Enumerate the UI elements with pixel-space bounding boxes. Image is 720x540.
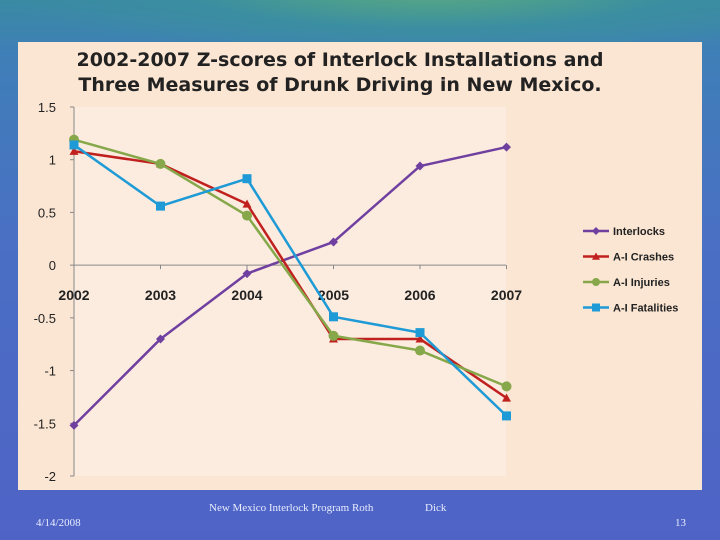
data-point-interlocks — [69, 420, 79, 430]
legend-label-a-i-crashes: A-I Crashes — [613, 252, 674, 264]
data-point-a-i-crashes — [242, 199, 252, 208]
data-point-interlocks — [502, 142, 511, 152]
data-point-interlocks — [415, 161, 425, 171]
chart-title-line-1: 2002-2007 Z-scores of Interlock Installa… — [76, 49, 604, 71]
footer-page-number: 13 — [675, 517, 686, 529]
footer-author: Dick — [425, 502, 447, 514]
legend-marker-interlocks — [592, 227, 600, 235]
data-point-a-i-injuries — [415, 345, 425, 356]
series-line-a-i-crashes — [73, 150, 508, 400]
data-point-interlocks — [242, 269, 252, 279]
data-point-interlocks — [329, 237, 338, 247]
data-point-a-i-injuries — [242, 210, 252, 221]
y-tick-label: 0.5 — [38, 205, 56, 220]
x-tick-label: 2006 — [404, 287, 435, 303]
data-point-a-i-injuries — [328, 330, 339, 341]
data-point-a-i-fatalities — [329, 312, 338, 322]
series-line-a-i-injuries — [73, 138, 507, 388]
x-tick-label: 2004 — [231, 287, 262, 303]
y-tick-label: -2 — [44, 469, 56, 484]
legend-label-a-i-fatalities: A-I Fatalities — [613, 303, 678, 315]
data-point-a-i-crashes — [502, 393, 511, 402]
plot-area — [74, 107, 506, 476]
series-line-a-i-fatalities — [73, 143, 508, 417]
data-point-a-i-fatalities — [69, 140, 79, 150]
y-tick-label: -0.5 — [34, 311, 56, 326]
legend-marker-a-i-fatalities — [592, 303, 600, 312]
data-point-a-i-fatalities — [502, 411, 511, 421]
data-point-a-i-injuries — [501, 381, 512, 392]
data-point-a-i-crashes — [69, 146, 79, 155]
legend-label-interlocks: Interlocks — [613, 226, 665, 238]
data-point-a-i-crashes — [415, 334, 425, 343]
y-tick-label: -1 — [44, 364, 56, 379]
x-tick-label: 2002 — [58, 287, 89, 303]
y-tick-label: 0 — [49, 258, 56, 273]
chart-title: 2002-2007 Z-scores of Interlock Installa… — [40, 48, 640, 98]
y-tick-label: 1 — [49, 153, 56, 168]
legend-marker-a-i-crashes — [592, 252, 600, 260]
y-tick-label: -1.5 — [34, 416, 56, 431]
legend-marker-a-i-injuries — [592, 278, 600, 286]
footer-center-text: New Mexico Interlock Program Roth — [209, 502, 374, 514]
data-point-a-i-fatalities — [242, 174, 252, 184]
x-tick-label: 2005 — [318, 287, 349, 303]
chart-title-line-2: Three Measures of Drunk Driving in New M… — [78, 74, 602, 96]
x-tick-label: 2003 — [145, 287, 176, 303]
y-tick-label: 1.5 — [38, 100, 56, 115]
legend-label-a-i-injuries: A-I Injuries — [613, 277, 670, 289]
data-point-a-i-injuries — [155, 158, 166, 169]
data-point-a-i-fatalities — [156, 201, 165, 211]
data-point-a-i-fatalities — [415, 328, 425, 338]
data-point-interlocks — [156, 334, 165, 344]
footer-date: 4/14/2008 — [36, 517, 81, 529]
x-tick-label: 2007 — [491, 287, 522, 303]
series-line-interlocks — [73, 145, 507, 427]
